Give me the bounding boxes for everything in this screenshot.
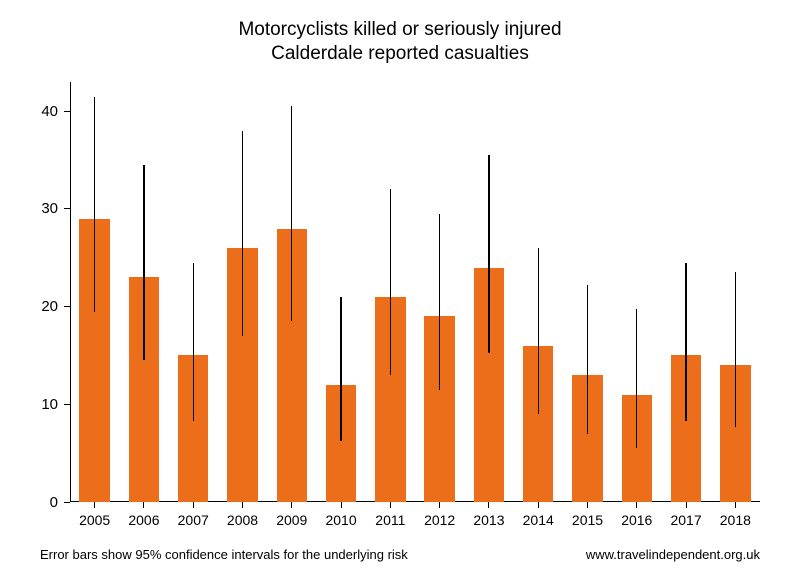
x-tick — [735, 502, 736, 508]
error-bar — [291, 106, 292, 321]
chart-title-line1: Motorcyclists killed or seriously injure… — [0, 18, 800, 42]
y-tick — [64, 502, 70, 503]
y-tick-label: 10 — [18, 396, 58, 413]
x-tick-label: 2008 — [218, 512, 267, 528]
plot-area: 0102030402005200620072008200920102011201… — [70, 82, 760, 502]
x-tick — [538, 502, 539, 508]
x-tick-label: 2013 — [464, 512, 513, 528]
error-bar — [390, 189, 391, 375]
x-axis — [70, 501, 760, 502]
x-tick — [390, 502, 391, 508]
x-tick-label: 2010 — [316, 512, 365, 528]
footer-note-right: www.travelindependent.org.uk — [586, 547, 760, 562]
y-tick — [64, 208, 70, 209]
x-tick — [94, 502, 95, 508]
error-bar — [439, 214, 440, 390]
x-tick-label: 2006 — [119, 512, 168, 528]
x-tick — [686, 502, 687, 508]
x-tick — [587, 502, 588, 508]
error-bar — [538, 248, 539, 414]
y-tick-label: 30 — [18, 200, 58, 217]
x-tick-label: 2007 — [169, 512, 218, 528]
error-bar — [242, 131, 243, 336]
y-tick — [64, 404, 70, 405]
error-bar — [340, 297, 341, 442]
y-tick — [64, 111, 70, 112]
x-tick-label: 2015 — [563, 512, 612, 528]
x-tick — [341, 502, 342, 508]
error-bar — [143, 165, 144, 360]
x-tick-label: 2012 — [415, 512, 464, 528]
x-tick — [193, 502, 194, 508]
x-tick — [143, 502, 144, 508]
x-tick — [291, 502, 292, 508]
error-bar — [488, 155, 489, 352]
y-tick-label: 20 — [18, 298, 58, 315]
x-tick-label: 2009 — [267, 512, 316, 528]
error-bar — [735, 272, 736, 426]
x-tick-label: 2011 — [366, 512, 415, 528]
x-tick — [439, 502, 440, 508]
error-bar — [193, 263, 194, 421]
chart-title-block: Motorcyclists killed or seriously injure… — [0, 18, 800, 66]
x-tick — [242, 502, 243, 508]
x-tick-label: 2016 — [612, 512, 661, 528]
x-tick-label: 2005 — [70, 512, 119, 528]
x-tick-label: 2018 — [711, 512, 760, 528]
error-bar — [587, 285, 588, 433]
y-axis — [70, 82, 71, 502]
footer-note-left: Error bars show 95% confidence intervals… — [40, 547, 408, 562]
y-tick — [64, 306, 70, 307]
x-tick — [488, 502, 489, 508]
chart-title-line2: Calderdale reported casualties — [0, 42, 800, 66]
x-tick — [636, 502, 637, 508]
y-tick-label: 0 — [18, 494, 58, 511]
x-tick-label: 2017 — [661, 512, 710, 528]
error-bar — [94, 97, 95, 312]
error-bar — [685, 263, 686, 421]
x-tick-label: 2014 — [514, 512, 563, 528]
y-tick-label: 40 — [18, 103, 58, 120]
error-bar — [636, 309, 637, 449]
